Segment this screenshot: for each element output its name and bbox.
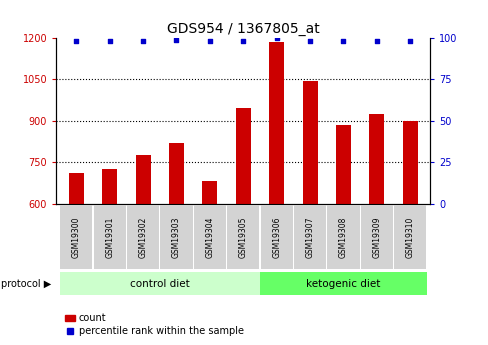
Point [372, 39, 380, 44]
Text: ketogenic diet: ketogenic diet [305, 279, 380, 289]
Text: GSM19308: GSM19308 [338, 217, 347, 258]
Text: control diet: control diet [130, 279, 189, 289]
Text: GSM19300: GSM19300 [72, 216, 81, 258]
Text: GSM19307: GSM19307 [305, 216, 314, 258]
Point [339, 39, 346, 44]
Bar [169, 143, 183, 204]
Bar [69, 173, 83, 204]
Text: protocol ▶: protocol ▶ [1, 279, 51, 289]
Bar [302, 81, 317, 204]
Point [406, 39, 413, 44]
Bar [227, 205, 259, 269]
Bar [260, 205, 292, 269]
Bar [102, 169, 117, 204]
Text: GSM19309: GSM19309 [372, 216, 381, 258]
Bar [268, 42, 284, 204]
Bar [135, 155, 150, 204]
Bar [368, 114, 384, 204]
Bar [402, 121, 417, 204]
Bar [260, 272, 426, 295]
Point [305, 39, 313, 44]
Text: GSM19301: GSM19301 [105, 217, 114, 258]
Point [205, 39, 213, 44]
Bar [60, 272, 260, 295]
Legend: count, percentile rank within the sample: count, percentile rank within the sample [61, 309, 247, 340]
Point [105, 39, 113, 44]
Bar [193, 205, 225, 269]
Text: GSM19310: GSM19310 [405, 217, 414, 258]
Bar [335, 125, 350, 204]
Bar [94, 205, 125, 269]
Point [172, 37, 180, 42]
Text: GSM19304: GSM19304 [205, 216, 214, 258]
Bar [127, 205, 159, 269]
Text: GSM19302: GSM19302 [138, 217, 147, 258]
Point [272, 35, 280, 41]
Bar [60, 205, 92, 269]
Bar [393, 205, 426, 269]
Point [239, 39, 246, 44]
Bar [235, 108, 250, 204]
Point [139, 39, 147, 44]
Text: GSM19306: GSM19306 [272, 216, 281, 258]
Bar [202, 181, 217, 204]
Bar [293, 205, 325, 269]
Point [72, 39, 80, 44]
Bar [360, 205, 392, 269]
Bar [160, 205, 192, 269]
Text: GSM19305: GSM19305 [238, 216, 247, 258]
Title: GDS954 / 1367805_at: GDS954 / 1367805_at [166, 21, 319, 36]
Bar [327, 205, 359, 269]
Text: GSM19303: GSM19303 [172, 216, 181, 258]
